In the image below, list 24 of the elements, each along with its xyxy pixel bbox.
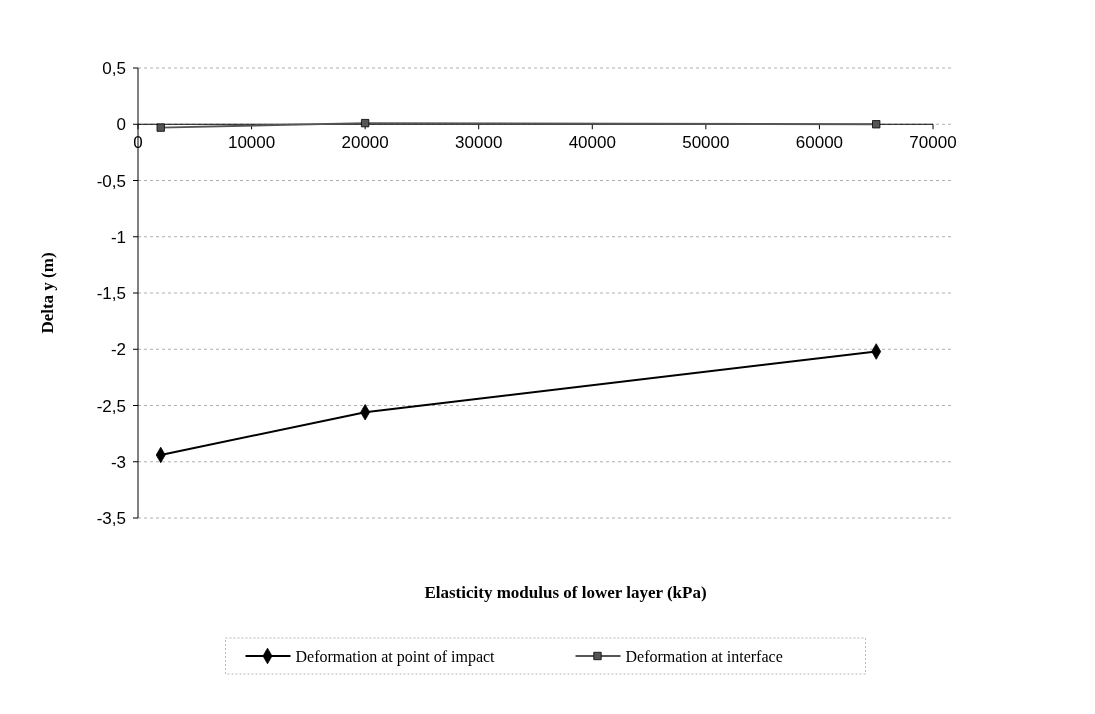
y-tick-label: -3 bbox=[110, 452, 126, 472]
point bbox=[156, 123, 165, 132]
y-tick-label: -1 bbox=[110, 227, 126, 247]
legend-label: Deformation at interface bbox=[625, 648, 783, 665]
x-tick-label: 20000 bbox=[341, 133, 389, 153]
x-tick-label: 70000 bbox=[909, 133, 957, 153]
y-tick-label: 0 bbox=[116, 115, 126, 135]
y-tick-label: -0,5 bbox=[96, 171, 126, 191]
y-axis-title: Delta y (m) bbox=[38, 252, 57, 334]
point bbox=[361, 119, 370, 128]
x-tick-label: 30000 bbox=[455, 133, 503, 153]
point bbox=[872, 120, 881, 129]
y-tick-label: -3,5 bbox=[96, 509, 126, 528]
x-tick-label: 10000 bbox=[227, 133, 276, 153]
x-tick-label: 50000 bbox=[682, 133, 730, 153]
y-tick-label: -1,5 bbox=[96, 284, 126, 303]
x-tick-label: 40000 bbox=[568, 133, 616, 153]
legend-label: Deformation at point of impact bbox=[295, 648, 496, 666]
x-axis-title: Elasticity modulus of lower layer (kPa) bbox=[424, 583, 707, 602]
x-tick-label: 60000 bbox=[795, 133, 844, 153]
y-tick-label: -2 bbox=[110, 340, 126, 360]
y-tick-label: 0,5 bbox=[102, 59, 126, 78]
y-tick-label: -2,5 bbox=[96, 396, 126, 416]
x-tick-label: 0 bbox=[133, 133, 143, 153]
